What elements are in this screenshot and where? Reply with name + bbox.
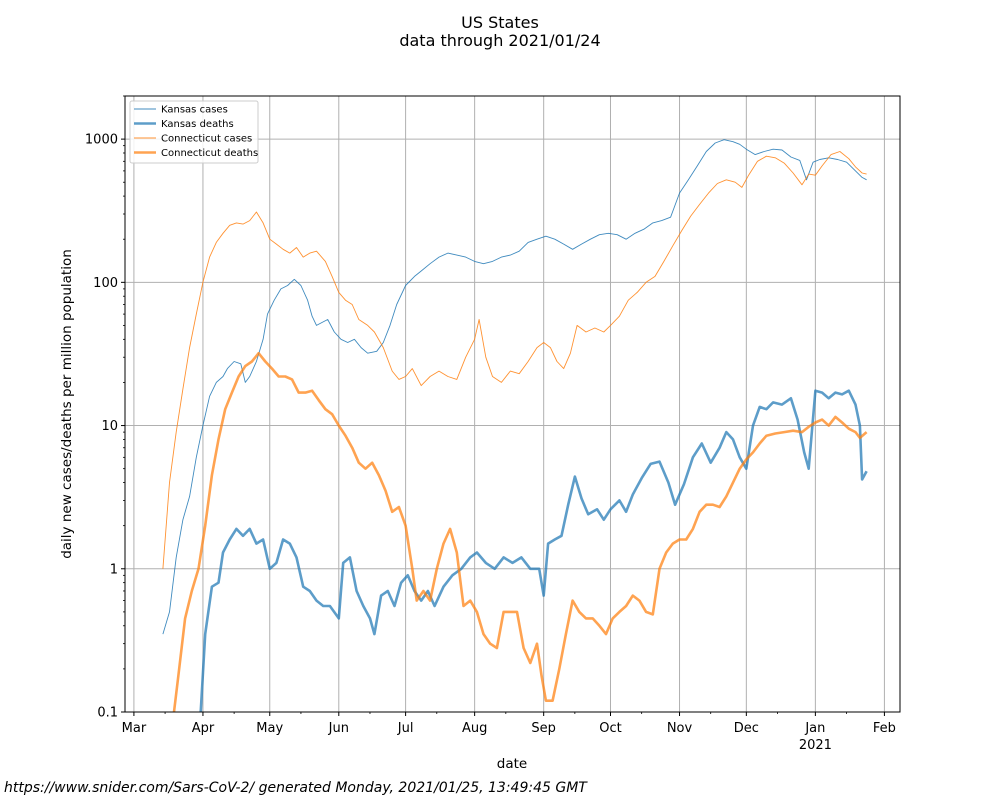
- x-tick-label: Aug: [462, 721, 487, 736]
- x-tick-label: Nov: [667, 721, 693, 736]
- x-tick-label: Mar: [122, 721, 147, 736]
- y-axis-label: daily new cases/deaths per million popul…: [59, 249, 75, 559]
- x-year-label: 2021: [799, 738, 832, 753]
- series-group: [162, 139, 868, 713]
- legend-label: Kansas deaths: [161, 119, 234, 130]
- x-tick-label: Feb: [873, 721, 896, 736]
- x-tick-label: Dec: [734, 721, 759, 736]
- x-tick-label: Jan: [804, 721, 825, 736]
- y-tick-label: 1: [110, 562, 118, 577]
- footer-text: https://www.snider.com/Sars-CoV-2/ gener…: [4, 780, 587, 796]
- legend-label: Connecticut deaths: [161, 148, 258, 159]
- x-tick-label: Apr: [192, 721, 215, 736]
- legend-label: Connecticut cases: [161, 134, 252, 145]
- series-line-connecticut-deaths: [172, 351, 868, 713]
- plot-frame: [124, 95, 901, 713]
- legend: Kansas cases Kansas deaths Connecticut cas…: [129, 100, 259, 164]
- x-tick-label: Jun: [328, 721, 349, 736]
- y-tick-label: 10: [101, 419, 118, 434]
- legend-box: [129, 100, 259, 164]
- chart-title: US States: [461, 13, 539, 32]
- x-tick-label: Sep: [531, 721, 556, 736]
- y-tick-label: 1000: [85, 133, 118, 148]
- x-axis-label: date: [497, 756, 527, 772]
- x-tick-label: May: [256, 721, 283, 736]
- x-tick-label: Jul: [397, 721, 414, 736]
- chart-subtitle: data through 2021/01/24: [399, 31, 600, 50]
- series-line-connecticut-cases: [162, 151, 867, 569]
- y-tick-label: 0.1: [97, 706, 118, 721]
- y-tick-label: 100: [93, 276, 118, 291]
- series-line-kansas-deaths: [199, 389, 868, 713]
- x-tick-label: Oct: [599, 721, 621, 736]
- legend-label: Kansas cases: [161, 105, 228, 116]
- axis-ticks: Mar Apr May Jun Jul Aug Sep Oct Nov Dec Jan 2021 Feb…: [85, 95, 896, 753]
